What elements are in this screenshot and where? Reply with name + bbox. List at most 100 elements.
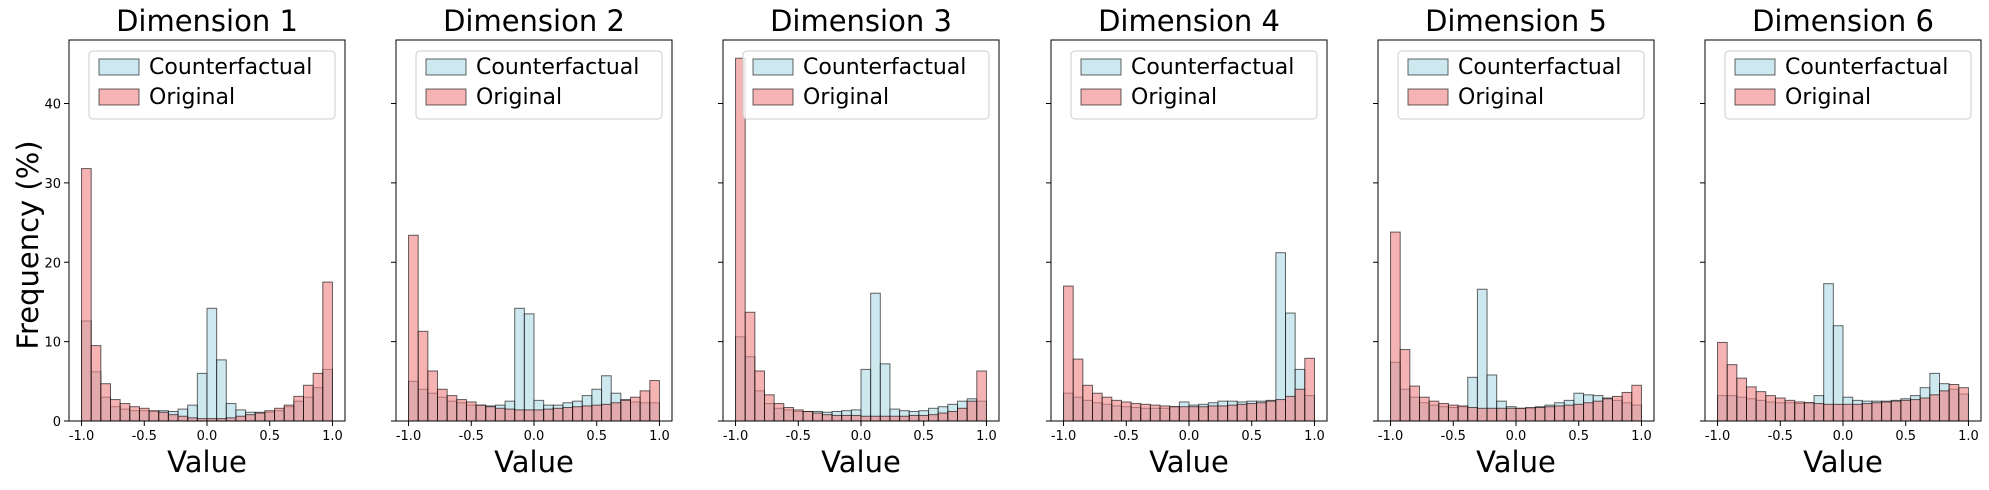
x-tick-label: 1.0 <box>649 429 670 444</box>
original-bar <box>610 402 622 421</box>
original-bar <box>1092 392 1103 421</box>
panel-title: Dimension 6 <box>1752 4 1934 38</box>
original-bar <box>100 383 111 421</box>
x-tick-label: -1.0 <box>723 429 748 444</box>
original-bar <box>1842 403 1854 421</box>
legend-box <box>1070 50 1318 120</box>
original-bar <box>303 384 314 421</box>
bars-group <box>81 168 333 421</box>
original-bar <box>148 410 160 421</box>
legend-swatch-counterfactual <box>98 58 140 76</box>
original-bar <box>581 405 593 421</box>
original-bar <box>1958 387 1969 421</box>
original-bar <box>1159 405 1171 421</box>
x-tick-label: -1.0 <box>396 429 421 444</box>
original-bar <box>1207 405 1219 421</box>
x-tick-label: -0.5 <box>132 429 157 444</box>
original-bar <box>1525 407 1536 421</box>
original-bar <box>235 415 247 421</box>
original-bar <box>841 414 852 421</box>
counterfactual-bar <box>1823 283 1834 421</box>
original-bar <box>899 415 910 421</box>
legend-swatch-counterfactual <box>1080 58 1122 76</box>
x-tick-label: 0.0 <box>1506 429 1527 444</box>
original-bar <box>870 415 881 421</box>
original-bar <box>1265 400 1277 421</box>
legend-label: Original <box>803 85 889 110</box>
original-bar <box>649 380 660 421</box>
original-bar <box>1409 385 1420 421</box>
original-bar <box>1447 404 1459 421</box>
counterfactual-bar <box>523 313 535 421</box>
original-bar <box>957 407 968 421</box>
original-bar <box>1948 383 1960 421</box>
legend-label: Counterfactual <box>1785 55 1948 80</box>
original-bar <box>792 409 804 421</box>
legend-box <box>742 50 990 120</box>
original-bar <box>1178 406 1190 421</box>
original-bar <box>1736 377 1747 421</box>
original-bar <box>129 406 140 421</box>
original-bar <box>254 412 266 421</box>
original-bar <box>1246 403 1258 421</box>
panel-title: Dimension 2 <box>443 4 625 38</box>
original-bar <box>494 407 506 421</box>
legend-label: Counterfactual <box>1458 55 1621 80</box>
original-bar <box>177 415 189 421</box>
legend-swatch-counterfactual <box>1407 58 1449 76</box>
bars-group <box>1717 283 1969 421</box>
original-bar <box>1111 399 1122 421</box>
original-bar <box>630 396 641 421</box>
original-bar <box>1544 406 1556 421</box>
x-tick-label: -1.0 <box>1378 429 1403 444</box>
panel-2: -1.0 -0.5 0.0 0.5 1.0 Dimension 2 Value Counter… <box>391 4 673 479</box>
original-bar <box>1419 396 1430 421</box>
original-bar <box>90 345 102 421</box>
original-bar <box>1140 403 1151 421</box>
original-bar <box>1217 405 1229 421</box>
original-bar <box>1534 407 1546 421</box>
original-bar <box>1515 407 1527 421</box>
legend-swatch-original <box>752 88 794 106</box>
x-tick-label: 1.0 <box>322 429 343 444</box>
x-tick-label: 0.0 <box>1179 429 1200 444</box>
legend-swatch-original <box>1080 88 1122 106</box>
original-bar <box>639 390 651 421</box>
original-bar <box>620 399 631 421</box>
original-bar <box>1813 403 1825 421</box>
original-bar <box>1227 404 1238 421</box>
original-bar <box>1304 357 1315 421</box>
original-bar <box>1612 395 1623 421</box>
original-bar <box>1505 407 1517 421</box>
original-bar <box>1823 403 1834 421</box>
original-bar <box>523 409 535 421</box>
panel-3: -1.0 -0.5 0.0 0.5 1.0 Dimension 3 Value Counter… <box>718 4 1000 479</box>
original-bar <box>918 414 930 421</box>
legend-box <box>88 50 336 120</box>
original-bar <box>552 407 564 421</box>
original-bar <box>831 414 843 421</box>
original-bar <box>1294 388 1306 421</box>
y-tick-label: 10 <box>44 336 61 351</box>
legend-swatch-counterfactual <box>752 58 794 76</box>
original-bar <box>138 407 150 421</box>
original-bar <box>1476 407 1488 421</box>
y-tick-label: 0 <box>53 415 61 430</box>
original-bar <box>1890 400 1902 421</box>
x-axis-label: Value <box>494 445 574 479</box>
original-bar <box>1726 364 1738 421</box>
original-bar <box>1803 402 1815 421</box>
original-bar <box>1881 401 1892 421</box>
x-tick-label: -0.5 <box>786 429 811 444</box>
panel-6: -1.0 -0.5 0.0 0.5 1.0 Dimension 6 Value Counter… <box>1700 4 1982 479</box>
legend-label: Original <box>1131 85 1217 110</box>
original-bar <box>465 401 477 421</box>
original-bar <box>966 400 978 421</box>
original-bar <box>879 415 891 421</box>
original-bar <box>485 406 496 421</box>
x-axis-label: Value <box>821 445 901 479</box>
original-bar <box>1563 404 1575 421</box>
legend-box <box>1397 50 1645 120</box>
original-bar <box>543 408 554 421</box>
